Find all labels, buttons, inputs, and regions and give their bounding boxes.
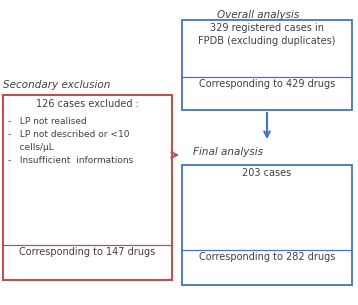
FancyBboxPatch shape: [3, 95, 172, 280]
Text: Corresponding to 282 drugs: Corresponding to 282 drugs: [199, 252, 335, 262]
Text: 203 cases: 203 cases: [242, 168, 292, 178]
Text: Corresponding to 147 drugs: Corresponding to 147 drugs: [19, 247, 156, 257]
Text: Overall analysis: Overall analysis: [217, 10, 299, 20]
Text: Secondary exclusion: Secondary exclusion: [3, 80, 110, 90]
Text: 126 cases excluded :: 126 cases excluded :: [36, 99, 139, 109]
FancyBboxPatch shape: [182, 165, 352, 285]
Text: 329 registered cases in
FPDB (excluding duplicates): 329 registered cases in FPDB (excluding …: [198, 23, 336, 46]
Text: Corresponding to 429 drugs: Corresponding to 429 drugs: [199, 79, 335, 89]
Text: Final analysis: Final analysis: [193, 147, 263, 157]
FancyBboxPatch shape: [182, 20, 352, 110]
Text: -   LP not realised
-   LP not described or <10
    cells/μL
-   Insufficient  i: - LP not realised - LP not described or …: [8, 117, 133, 165]
